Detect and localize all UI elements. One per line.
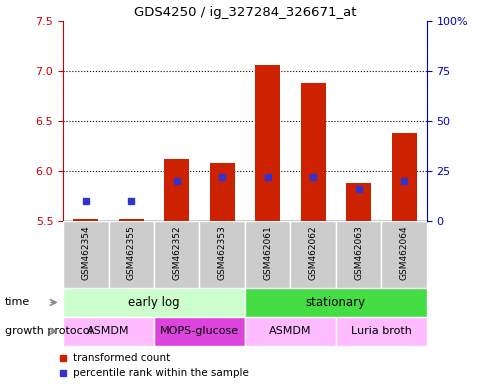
Text: GSM462062: GSM462062 <box>308 226 317 280</box>
Bar <box>153 317 244 346</box>
Bar <box>63 221 108 288</box>
Bar <box>244 317 335 346</box>
Bar <box>380 221 426 288</box>
Bar <box>153 221 199 288</box>
Text: GSM462355: GSM462355 <box>126 226 136 280</box>
Bar <box>300 83 325 221</box>
Text: GSM462352: GSM462352 <box>172 226 181 280</box>
Text: time: time <box>5 297 30 308</box>
Bar <box>391 133 416 221</box>
Text: GSM462061: GSM462061 <box>263 226 272 280</box>
Bar <box>63 288 244 317</box>
Bar <box>164 159 189 221</box>
Bar <box>335 317 426 346</box>
Text: ASMDM: ASMDM <box>87 326 130 336</box>
Bar <box>244 221 290 288</box>
Text: Luria broth: Luria broth <box>350 326 411 336</box>
Text: MOPS-glucose: MOPS-glucose <box>160 326 239 336</box>
Bar <box>290 221 335 288</box>
Bar <box>63 317 153 346</box>
Text: GSM462353: GSM462353 <box>217 226 226 280</box>
Text: GSM462064: GSM462064 <box>399 226 408 280</box>
Bar <box>119 219 143 221</box>
Bar <box>108 221 153 288</box>
Bar <box>73 219 98 221</box>
Bar <box>199 221 244 288</box>
Text: ASMDM: ASMDM <box>269 326 311 336</box>
Text: growth protocol: growth protocol <box>5 326 92 336</box>
Bar <box>335 221 380 288</box>
Bar <box>209 163 234 221</box>
Text: GSM462354: GSM462354 <box>81 226 90 280</box>
Text: GSM462063: GSM462063 <box>353 226 363 280</box>
Bar <box>255 65 280 221</box>
Text: transformed count: transformed count <box>73 353 170 363</box>
Text: percentile rank within the sample: percentile rank within the sample <box>73 368 248 378</box>
Text: early log: early log <box>128 296 180 309</box>
Bar <box>244 288 426 317</box>
Text: stationary: stationary <box>305 296 365 309</box>
Title: GDS4250 / ig_327284_326671_at: GDS4250 / ig_327284_326671_at <box>134 5 355 18</box>
Bar <box>346 183 370 221</box>
